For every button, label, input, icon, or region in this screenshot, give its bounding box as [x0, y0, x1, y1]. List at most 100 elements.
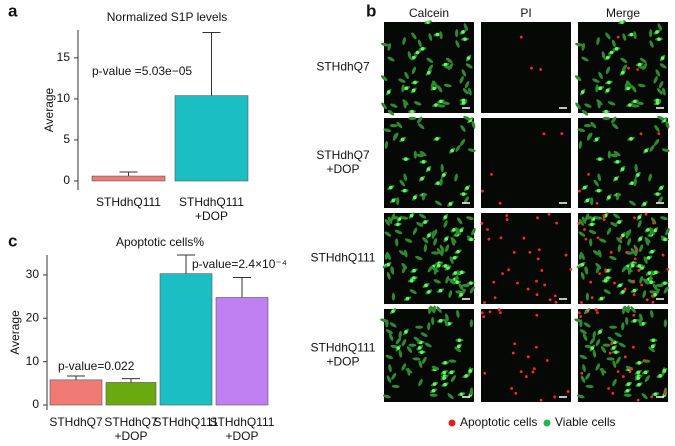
cell: [655, 101, 660, 105]
cell: [579, 354, 588, 360]
cell: [448, 290, 453, 298]
cell: [637, 269, 641, 272]
cell: [609, 325, 618, 329]
cell: [490, 172, 493, 176]
cell: [643, 370, 648, 375]
cell: [486, 228, 489, 231]
cell: [409, 289, 417, 295]
cell: [613, 281, 616, 285]
cell: [650, 395, 654, 399]
cell: [514, 391, 518, 395]
cell: [632, 279, 635, 283]
cell: [444, 318, 449, 327]
cell: [449, 256, 454, 264]
cell: [516, 281, 519, 285]
cell: [386, 252, 391, 261]
cell: [391, 372, 397, 380]
x-tick-label: STHdhQ7 +DOP: [104, 415, 158, 443]
cell: [598, 249, 602, 258]
cell: [594, 216, 603, 220]
cell: [657, 132, 661, 135]
cell: [649, 29, 653, 38]
cell: [535, 279, 538, 283]
x-tick-label: STHdhQ7: [49, 415, 103, 429]
cell: [631, 104, 640, 108]
cell: [385, 354, 394, 360]
cell: [663, 390, 667, 393]
cell: [390, 103, 398, 108]
cell: [629, 32, 634, 37]
cell: [443, 382, 447, 387]
cell: [483, 301, 486, 304]
cell: [653, 392, 658, 396]
cell: [431, 251, 440, 255]
cell: [394, 229, 403, 235]
cell: [609, 50, 614, 55]
cell: [623, 287, 627, 291]
cell: [598, 71, 603, 80]
cell: [507, 268, 511, 272]
cell: [666, 267, 670, 271]
cell: [605, 32, 611, 40]
cell: [424, 342, 432, 348]
cell: [535, 293, 539, 297]
cell: [385, 319, 389, 328]
cell: [459, 392, 464, 396]
row-label: STHdhQ111: [311, 251, 376, 265]
cell: [463, 23, 469, 31]
bar: [159, 273, 213, 406]
cell: [459, 292, 463, 297]
cell: [416, 222, 424, 227]
cell: [596, 99, 603, 106]
cell: [639, 132, 643, 136]
cell: [391, 309, 395, 313]
cell: [612, 123, 619, 130]
cell: [390, 344, 399, 349]
error-bar: [122, 378, 140, 383]
cell: [512, 250, 516, 254]
image-grid: [380, 20, 670, 402]
cell: [628, 103, 632, 107]
micrograph: [384, 118, 474, 208]
cell: [596, 236, 600, 240]
panel-label: b: [366, 1, 376, 20]
cell: [450, 375, 456, 383]
cell: [386, 375, 392, 383]
cell: [594, 137, 599, 142]
cell: [384, 231, 392, 237]
cell: [609, 250, 613, 254]
cell: [665, 120, 670, 129]
cell: [482, 315, 486, 319]
cell: [445, 57, 453, 64]
cell: [610, 342, 614, 346]
cell: [657, 23, 663, 31]
cell: [637, 215, 642, 219]
cell: [480, 311, 484, 315]
cell: [655, 69, 661, 77]
cell: [443, 62, 448, 67]
cell: [436, 306, 442, 313]
cell: [633, 257, 637, 261]
micrograph: [481, 22, 571, 113]
cell: [421, 356, 427, 364]
cell: [400, 137, 405, 142]
cell: [636, 370, 641, 375]
y-tick-label: 10: [26, 354, 40, 368]
cell: [652, 221, 656, 225]
cell: [616, 192, 620, 201]
error-bar: [67, 375, 85, 380]
cell: [539, 398, 543, 402]
cell: [625, 316, 629, 325]
row-label: STHdhQ7: [316, 60, 370, 74]
cell: [505, 214, 509, 217]
cell: [487, 237, 491, 241]
cell: [452, 256, 457, 260]
cell: [602, 343, 611, 347]
cell: [432, 229, 438, 237]
cell: [642, 359, 646, 362]
cell: [444, 244, 450, 253]
cell: [595, 338, 601, 347]
cell: [401, 265, 407, 274]
cell: [545, 359, 549, 362]
cell: [632, 288, 637, 293]
